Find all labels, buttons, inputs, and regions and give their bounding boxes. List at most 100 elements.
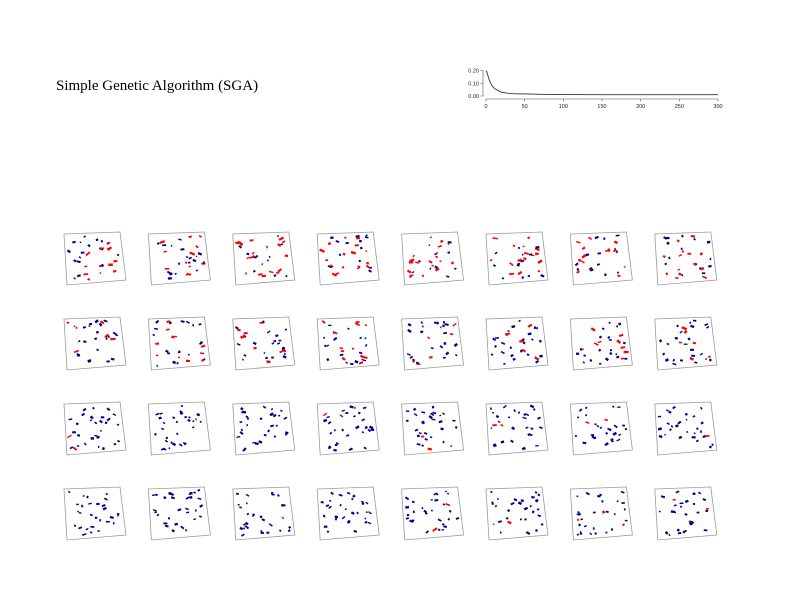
blue-individual (170, 496, 175, 500)
red-individual (421, 274, 425, 277)
blue-individual (354, 359, 359, 364)
blue-individual (434, 321, 438, 324)
blue-individual (320, 501, 324, 504)
blue-individual (268, 523, 273, 527)
blue-individual (585, 253, 590, 257)
blue-individual (199, 504, 204, 508)
red-individual (245, 272, 247, 275)
blue-individual (616, 500, 619, 503)
red-individual (622, 523, 626, 527)
red-individual (435, 255, 438, 258)
blue-individual (605, 431, 609, 435)
blue-individual (334, 517, 338, 521)
red-individual (623, 350, 629, 354)
blue-individual (495, 414, 500, 419)
blue-individual (433, 492, 438, 496)
blue-individual (709, 445, 712, 449)
blue-individual (492, 337, 497, 342)
blue-individual (496, 498, 499, 501)
red-individual (408, 261, 414, 264)
blue-individual (405, 410, 410, 412)
blue-individual (333, 448, 337, 452)
blue-individual (252, 269, 256, 273)
blue-individual (491, 411, 495, 414)
red-individual (508, 272, 515, 276)
panel-outline (654, 486, 718, 541)
red-individual (576, 518, 580, 522)
blue-individual (117, 439, 121, 443)
blue-individual (429, 267, 432, 270)
blue-individual (189, 496, 193, 499)
blue-individual (442, 356, 446, 359)
blue-individual (167, 517, 171, 520)
blue-individual (82, 407, 87, 412)
blue-individual (437, 528, 441, 531)
blue-individual (621, 501, 625, 505)
blue-individual (444, 323, 449, 326)
blue-individual (99, 419, 103, 424)
red-individual (505, 333, 508, 337)
blue-individual (76, 274, 81, 278)
population-panel (654, 401, 718, 456)
blue-individual (521, 338, 525, 341)
panel-outline (63, 401, 127, 456)
blue-individual (365, 344, 368, 347)
population-panel (485, 316, 549, 371)
blue-individual (87, 360, 92, 363)
red-individual (73, 349, 79, 354)
blue-individual (83, 340, 87, 344)
blue-individual (434, 265, 439, 269)
blue-individual (198, 323, 202, 326)
blue-individual (520, 259, 525, 263)
red-individual (99, 247, 105, 250)
blue-individual (180, 248, 185, 251)
red-individual (84, 265, 88, 268)
blue-individual (533, 408, 536, 411)
blue-individual (370, 428, 375, 432)
blue-individual (236, 343, 241, 346)
x-tick-label: 0 (484, 104, 487, 110)
blue-individual (518, 319, 521, 323)
population-panel (569, 401, 633, 456)
blue-individual (405, 517, 409, 520)
red-individual (421, 325, 425, 328)
red-individual (331, 272, 338, 277)
blue-individual (278, 414, 281, 417)
blue-individual (535, 529, 538, 532)
red-individual (406, 269, 412, 274)
panel-outline (401, 316, 465, 371)
red-individual (512, 244, 516, 247)
blue-individual (446, 275, 450, 278)
blue-individual (163, 496, 167, 500)
blue-individual (359, 246, 363, 250)
blue-individual (686, 430, 689, 434)
blue-individual (507, 330, 510, 333)
blue-individual (407, 322, 412, 327)
blue-individual (280, 409, 283, 412)
blue-individual (502, 404, 507, 409)
blue-individual (242, 448, 246, 452)
red-individual (580, 260, 585, 264)
red-individual (110, 337, 116, 341)
blue-individual (238, 245, 243, 249)
blue-individual (701, 272, 706, 275)
blue-individual (197, 252, 203, 256)
red-individual (75, 326, 78, 330)
red-individual (85, 251, 91, 257)
red-individual (253, 346, 257, 350)
red-individual (431, 264, 434, 267)
red-individual (683, 329, 688, 334)
blue-individual (79, 241, 82, 244)
red-individual (580, 348, 585, 352)
blue-individual (333, 336, 338, 341)
blue-individual (262, 405, 267, 409)
red-individual (601, 510, 606, 514)
x-tick-label: 150 (597, 104, 606, 110)
blue-individual (365, 511, 368, 514)
panel-outline (147, 316, 211, 371)
red-individual (575, 240, 581, 244)
blue-individual (537, 416, 541, 420)
blue-individual (100, 240, 103, 243)
blue-individual (445, 351, 450, 356)
red-individual (246, 256, 251, 260)
